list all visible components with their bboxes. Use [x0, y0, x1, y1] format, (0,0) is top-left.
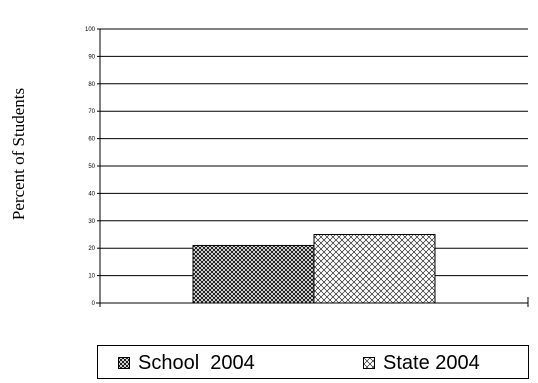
legend-label-school: School 2004: [138, 351, 255, 374]
y-tick-label-100: 100: [85, 27, 96, 33]
y-tick-label-80: 80: [88, 82, 95, 88]
y-tick-label-70: 70: [88, 109, 95, 115]
legend: School 2004 State 2004: [97, 345, 529, 379]
y-tick-label-20: 20: [88, 246, 95, 252]
y-tick-label-60: 60: [88, 137, 95, 143]
y-axis-label: Percent of Students: [9, 88, 28, 220]
y-tick-label-40: 40: [88, 191, 95, 197]
bars: [192, 234, 436, 304]
y-tick-label-50: 50: [88, 164, 95, 170]
legend-item-state: State 2004: [363, 352, 480, 374]
y-tick-label-0: 0: [92, 301, 96, 307]
y-tick-label-10: 10: [88, 274, 95, 280]
legend-swatch-state: [363, 357, 375, 369]
gridlines: [100, 28, 528, 277]
y-tick-label-90: 90: [88, 54, 95, 60]
bar-school-2004: [192, 244, 315, 304]
bar-state-2004: [313, 234, 436, 304]
y-tick-labels: 0 10 20 30 40 50 60 70 80 90 100: [85, 27, 100, 307]
legend-item-school: School 2004: [118, 352, 255, 374]
legend-swatch-school: [118, 357, 130, 369]
legend-label-state: State 2004: [383, 351, 480, 374]
y-tick-label-30: 30: [88, 219, 95, 225]
